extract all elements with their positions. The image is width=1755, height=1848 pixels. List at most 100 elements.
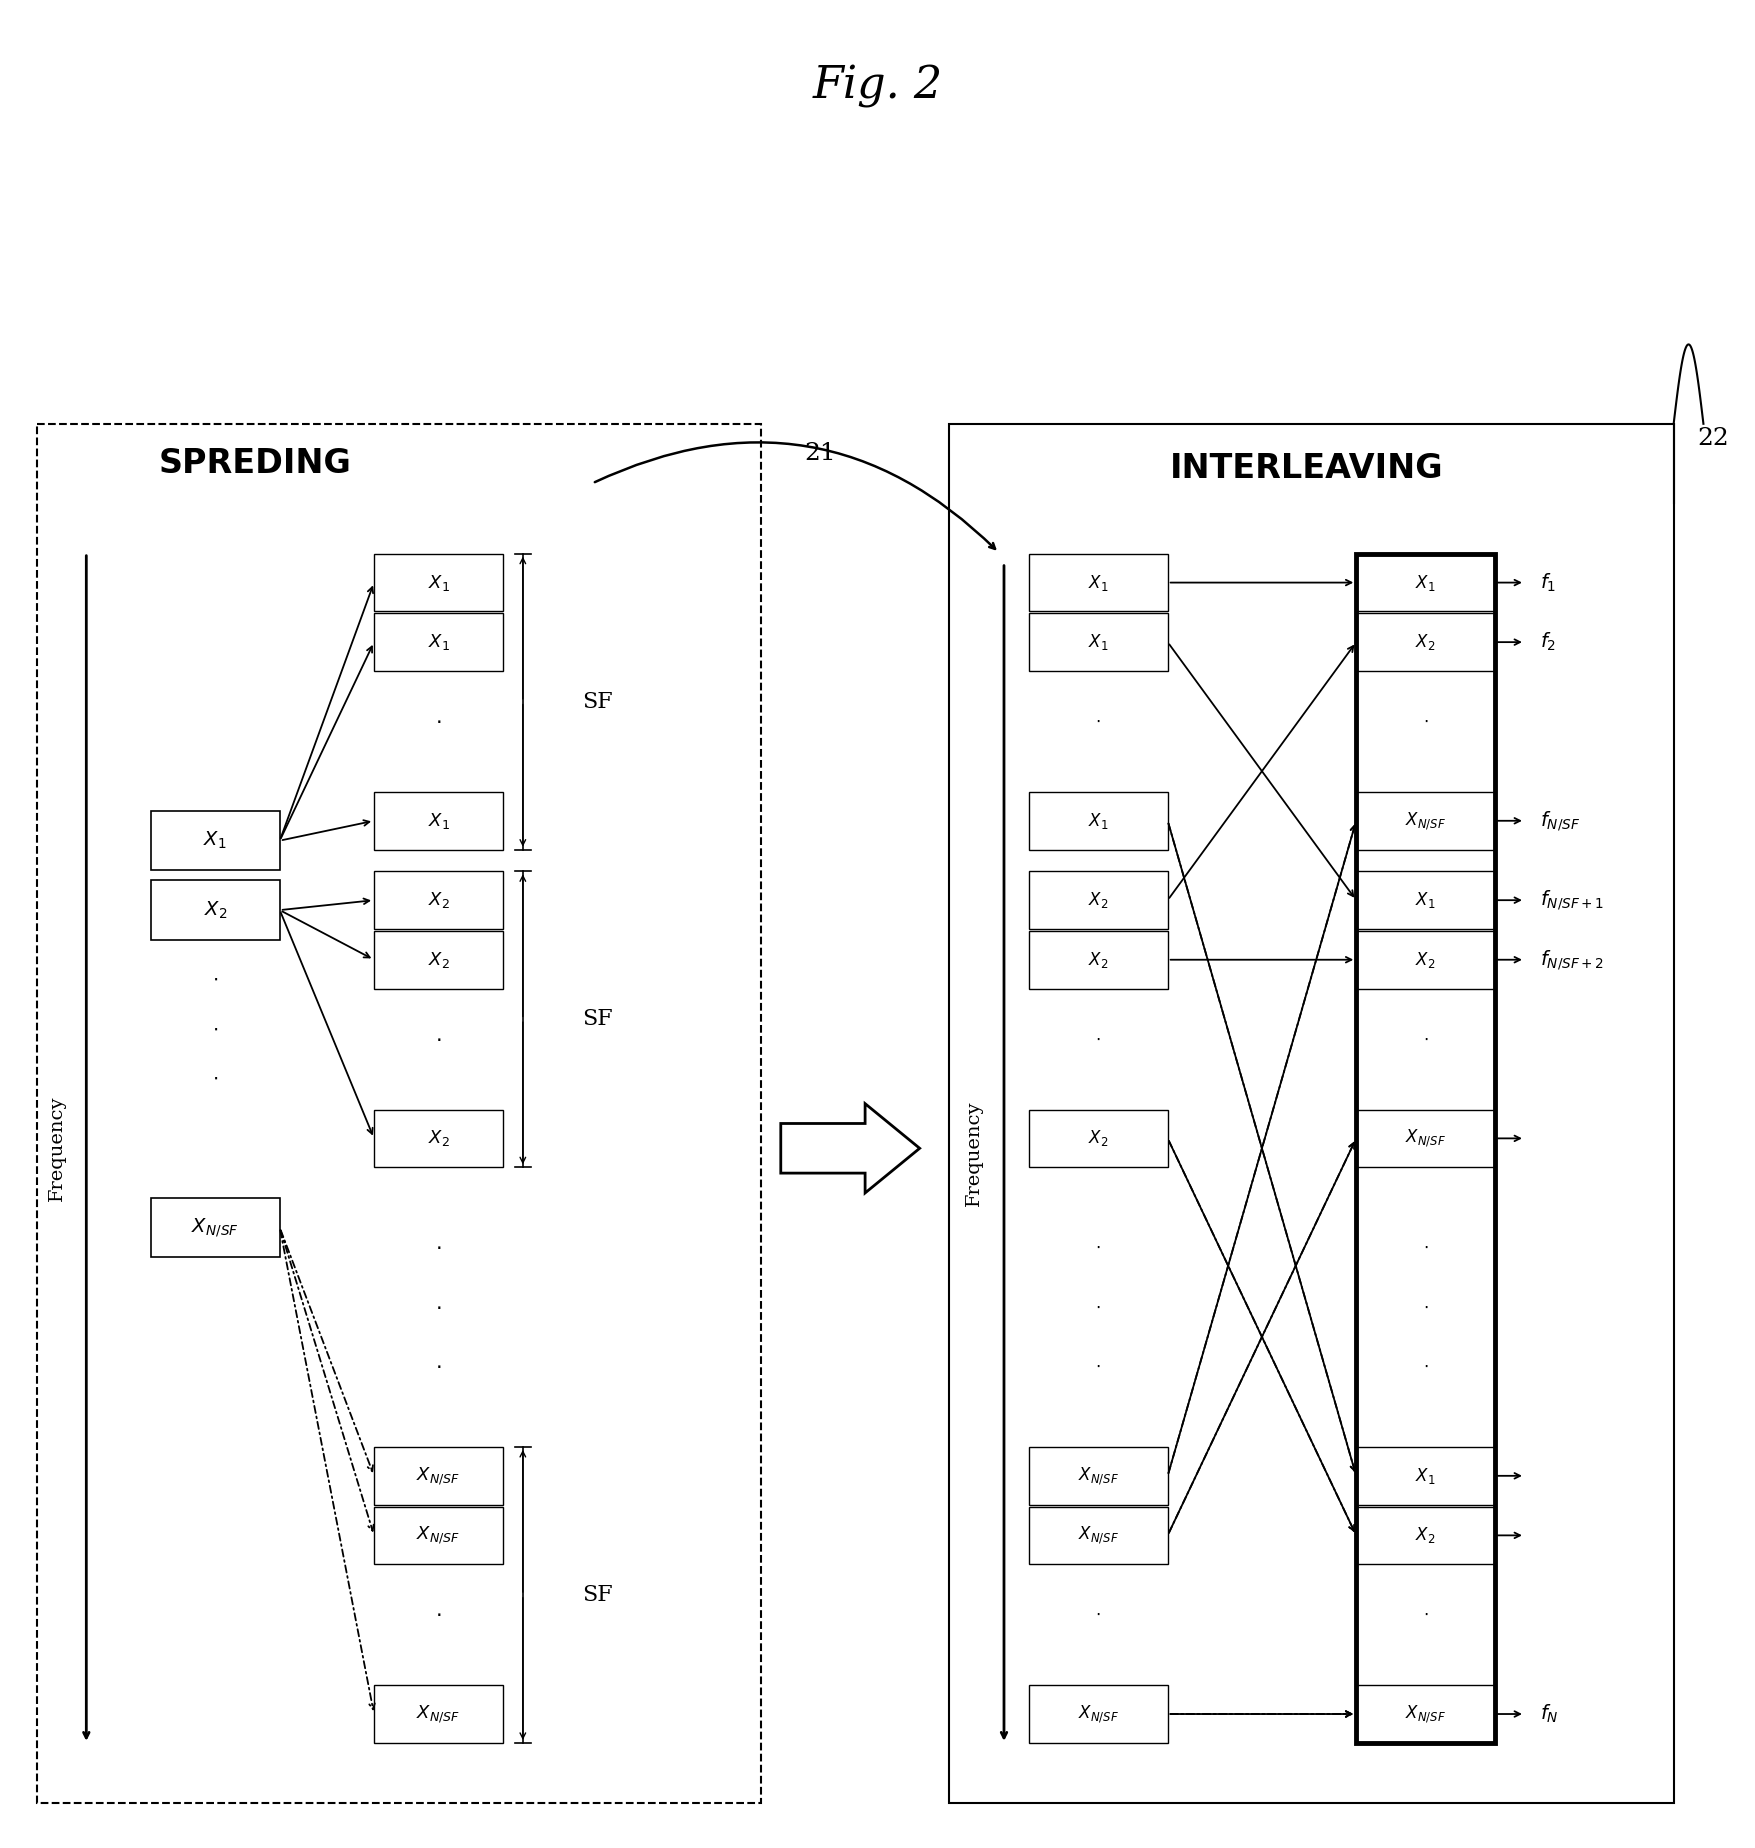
Text: Frequency: Frequency bbox=[965, 1101, 983, 1207]
Text: $X_{N/SF}$: $X_{N/SF}$ bbox=[416, 1525, 460, 1547]
Bar bbox=[151, 880, 279, 941]
Text: $X_2$: $X_2$ bbox=[426, 891, 449, 911]
Text: $X_2$: $X_2$ bbox=[1088, 950, 1107, 970]
Bar bbox=[1028, 554, 1167, 612]
Text: $\cdot$: $\cdot$ bbox=[435, 1238, 442, 1257]
Text: $X_1$: $X_1$ bbox=[426, 573, 449, 593]
Bar bbox=[151, 811, 279, 870]
Text: $\cdot$: $\cdot$ bbox=[435, 711, 442, 732]
Text: $X_2$: $X_2$ bbox=[426, 950, 449, 970]
Bar bbox=[1028, 1506, 1167, 1563]
Text: $\cdot$: $\cdot$ bbox=[1422, 1358, 1427, 1375]
Bar bbox=[1355, 872, 1494, 930]
Bar bbox=[1355, 793, 1494, 850]
Text: 22: 22 bbox=[1697, 427, 1729, 451]
Text: $X_{N/SF}$: $X_{N/SF}$ bbox=[1404, 1127, 1446, 1149]
Text: $\cdot$: $\cdot$ bbox=[1422, 1606, 1427, 1623]
Bar bbox=[1355, 1506, 1494, 1563]
Text: $X_{N/SF}$: $X_{N/SF}$ bbox=[1404, 809, 1446, 832]
Bar bbox=[374, 1685, 502, 1743]
Bar bbox=[374, 554, 502, 612]
Text: $X_2$: $X_2$ bbox=[1088, 891, 1107, 911]
Bar bbox=[1028, 931, 1167, 989]
Text: $\cdot$: $\cdot$ bbox=[1095, 1358, 1100, 1375]
Text: $f_1$: $f_1$ bbox=[1539, 571, 1555, 593]
Text: SF: SF bbox=[583, 1009, 612, 1031]
Bar bbox=[1028, 793, 1167, 850]
Text: Fig. 2: Fig. 2 bbox=[813, 65, 942, 107]
Text: $f_{N/SF+1}$: $f_{N/SF+1}$ bbox=[1539, 889, 1602, 913]
Text: SF: SF bbox=[583, 691, 612, 713]
Bar bbox=[1028, 1447, 1167, 1504]
Bar bbox=[1355, 554, 1494, 612]
Text: $X_2$: $X_2$ bbox=[1415, 632, 1436, 652]
Bar bbox=[1355, 1109, 1494, 1168]
Text: $X_1$: $X_1$ bbox=[1088, 573, 1107, 593]
Text: $\cdot$: $\cdot$ bbox=[212, 1070, 218, 1088]
Bar bbox=[374, 1506, 502, 1563]
Text: $f_N$: $f_N$ bbox=[1539, 1702, 1557, 1726]
Text: 21: 21 bbox=[804, 442, 835, 466]
Text: INTERLEAVING: INTERLEAVING bbox=[1169, 453, 1443, 484]
Text: $X_2$: $X_2$ bbox=[426, 1129, 449, 1148]
Text: $X_1$: $X_1$ bbox=[1088, 811, 1107, 832]
Text: $X_{N/SF}$: $X_{N/SF}$ bbox=[1078, 1704, 1118, 1724]
Bar bbox=[37, 423, 760, 1804]
Text: $\cdot$: $\cdot$ bbox=[1095, 1031, 1100, 1048]
Text: $X_2$: $X_2$ bbox=[204, 900, 226, 920]
Text: $X_{N/SF}$: $X_{N/SF}$ bbox=[1078, 1465, 1118, 1486]
Bar bbox=[1355, 931, 1494, 989]
Text: Frequency: Frequency bbox=[47, 1096, 65, 1201]
Text: $f_{N/SF}$: $f_{N/SF}$ bbox=[1539, 809, 1580, 833]
Text: $\cdot$: $\cdot$ bbox=[1095, 1238, 1100, 1257]
Text: $\cdot$: $\cdot$ bbox=[1422, 1238, 1427, 1257]
Text: $X_{N/SF}$: $X_{N/SF}$ bbox=[1078, 1525, 1118, 1547]
Bar bbox=[374, 1447, 502, 1504]
Text: $X_{N/SF}$: $X_{N/SF}$ bbox=[191, 1216, 239, 1240]
Text: $X_1$: $X_1$ bbox=[204, 830, 226, 852]
Bar bbox=[1355, 614, 1494, 671]
Bar bbox=[374, 793, 502, 850]
Bar bbox=[1355, 1685, 1494, 1743]
Text: $\cdot$: $\cdot$ bbox=[1095, 713, 1100, 730]
Bar bbox=[374, 614, 502, 671]
Bar bbox=[949, 423, 1673, 1804]
Text: $X_{N/SF}$: $X_{N/SF}$ bbox=[416, 1704, 460, 1724]
Text: $\cdot$: $\cdot$ bbox=[1422, 1299, 1427, 1316]
Bar bbox=[374, 1109, 502, 1168]
Text: $X_{N/SF}$: $X_{N/SF}$ bbox=[1404, 1704, 1446, 1724]
Text: $X_2$: $X_2$ bbox=[1415, 1525, 1436, 1545]
Text: $X_1$: $X_1$ bbox=[1415, 891, 1436, 911]
Text: $X_1$: $X_1$ bbox=[426, 811, 449, 832]
Text: SPREDING: SPREDING bbox=[158, 447, 351, 480]
Bar bbox=[374, 931, 502, 989]
Text: $X_2$: $X_2$ bbox=[1088, 1129, 1107, 1148]
Text: $\cdot$: $\cdot$ bbox=[435, 1029, 442, 1048]
Text: $\cdot$: $\cdot$ bbox=[435, 1356, 442, 1377]
Text: $f_2$: $f_2$ bbox=[1539, 630, 1555, 654]
Text: $\cdot$: $\cdot$ bbox=[212, 1020, 218, 1039]
Bar bbox=[1355, 554, 1494, 1743]
Text: $\cdot$: $\cdot$ bbox=[1095, 1299, 1100, 1316]
Bar bbox=[1028, 872, 1167, 930]
Text: $\cdot$: $\cdot$ bbox=[1422, 713, 1427, 730]
Text: $\cdot$: $\cdot$ bbox=[435, 1297, 442, 1316]
Bar bbox=[1028, 1109, 1167, 1168]
Text: $X_1$: $X_1$ bbox=[1088, 632, 1107, 652]
Text: $X_1$: $X_1$ bbox=[1415, 573, 1436, 593]
Bar bbox=[374, 872, 502, 930]
Bar bbox=[151, 1198, 279, 1257]
Bar bbox=[1355, 1447, 1494, 1504]
Text: $X_1$: $X_1$ bbox=[426, 632, 449, 652]
FancyArrow shape bbox=[781, 1103, 920, 1194]
Text: $X_{N/SF}$: $X_{N/SF}$ bbox=[416, 1465, 460, 1486]
Text: $\cdot$: $\cdot$ bbox=[435, 1606, 442, 1624]
Text: $\cdot$: $\cdot$ bbox=[1095, 1606, 1100, 1623]
Bar bbox=[1028, 614, 1167, 671]
Text: SF: SF bbox=[583, 1584, 612, 1606]
Text: $X_2$: $X_2$ bbox=[1415, 950, 1436, 970]
Text: $\cdot$: $\cdot$ bbox=[212, 970, 218, 989]
Bar bbox=[1028, 1685, 1167, 1743]
Text: $\cdot$: $\cdot$ bbox=[1422, 1031, 1427, 1048]
Text: $X_1$: $X_1$ bbox=[1415, 1465, 1436, 1486]
